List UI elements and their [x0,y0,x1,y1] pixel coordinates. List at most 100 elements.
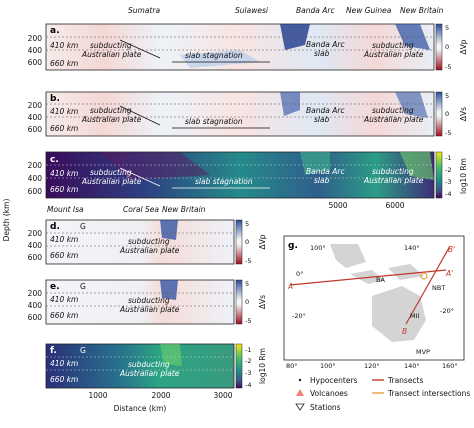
region-label-coral-sea: Coral Sea [123,205,159,214]
dist-tick-2000: 2000 [151,391,170,400]
km410-label-f: 410 km [50,359,78,368]
map-place-ba: BA [376,276,385,284]
y-axis-title: Depth (km) [2,199,11,242]
transect-label-a: A [287,282,293,291]
km410-label-d: 410 km [50,235,78,244]
cbar-tick-c-2: -2 [445,166,451,174]
subducting-label-c2: subducting [372,167,414,176]
transect-label-b: B [402,327,407,336]
panel-b: b. 410 km 660 km subducting Australian p… [28,91,468,137]
cbar-tick-d-mid: 0 [245,238,249,246]
panel-letter-e: e. [50,282,60,292]
panel-letter-d: d. [50,222,60,232]
g-label-f: G [80,346,86,355]
legend-stations: Stations [310,403,341,412]
map-lon-140: 140° [404,362,420,370]
panel-letter-b: b. [50,94,60,104]
region-label-new-britain-bottom: New Britain [162,205,206,214]
slab-label-c: slab [314,176,330,185]
cbar-tick-f-3: -3 [245,369,251,377]
map-lon-120: 120° [364,362,380,370]
cbar-label-c: log10 Rm [459,158,468,194]
depth-tick-c-600: 600 [28,187,43,196]
cbar-tick-c-4: -4 [445,190,451,198]
slab-label-b: slab [314,115,330,124]
colorbar-f [235,343,243,389]
region-label-new-guinea: New Guinea [346,6,392,15]
map-lon-top-100: 100° [310,244,326,252]
legend-transects: Transects [387,376,423,385]
map-lon-top-140: 140° [404,244,420,252]
subducting-label-d: subducting [128,237,170,246]
panel-d: d. 410 km 660 km G subducting Australian… [28,219,267,265]
hypocenter-legend-icon [298,378,302,382]
region-label-sulawesi: Sulawesi [235,6,269,15]
km410-label-a: 410 km [50,41,78,50]
cbar-tick-d-top: 5 [245,220,249,228]
depth-tick-d-600: 600 [28,253,43,262]
km410-label-c: 410 km [50,169,78,178]
cbar-tick-b-top: 5 [445,92,449,100]
km660-label-e: 660 km [50,311,78,320]
australian-plate-label-c2: Australian plate [363,176,424,185]
cbar-tick-f-2: -2 [245,357,251,365]
depth-tick-a-200: 200 [28,34,43,43]
station-legend-icon [295,403,305,411]
colorbar-a [435,23,443,71]
subducting-label-a2: subducting [372,41,414,50]
cbar-tick-c-1: -1 [445,154,451,162]
cbar-tick-f-1: -1 [245,346,251,354]
panel-letter-f: f. [50,346,57,356]
dist-tick-top-5000: 5000 [328,201,347,210]
map-place-nbt: NBT [432,284,445,292]
legend: Hypocenters Volcanoes Stations Transects… [295,376,470,412]
km660-label-d: 660 km [50,251,78,260]
region-label-new-britain: New Britain [400,6,444,15]
depth-tick-e-600: 600 [28,313,43,322]
cbar-tick-b-mid: 0 [445,110,449,118]
australian-plate-label-f: Australian plate [119,369,180,378]
slab-stagnation-label-b: slab stagnation [185,117,243,126]
region-label-banda-arc: Banda Arc [296,6,335,15]
map-place-mvp: MVP [416,348,430,356]
cbar-label-b: ΔVs [459,107,468,121]
legend-intersections: Transect intersections [387,389,470,398]
cbar-label-d: ΔVp [258,234,267,249]
volcano-legend-icon [296,389,304,396]
km410-label-b: 410 km [50,107,78,116]
subducting-label-b: subducting [90,106,132,115]
australian-plate-label-b: Australian plate [81,115,142,124]
depth-tick-d-400: 400 [28,241,43,250]
cbar-tick-e-top: 5 [245,280,249,288]
panel-e: e. 410 km 660 km G subducting Australian… [28,279,267,325]
subducting-label-c: subducting [90,168,132,177]
slab-label-a: slab [314,49,330,58]
cbar-label-a: ΔVp [459,39,468,54]
map-lat-20: -20° [292,312,306,320]
subducting-label-e: subducting [128,296,170,305]
depth-tick-c-400: 400 [28,174,43,183]
subducting-label-b2: subducting [372,106,414,115]
cbar-label-f: log10 Rm [258,348,267,384]
colorbar-d [235,219,243,265]
australia-landmass [372,286,426,342]
australian-plate-label-c: Australian plate [81,177,142,186]
australian-plate-label-b2: Australian plate [363,115,424,124]
australian-plate-label-e: Australian plate [119,305,180,314]
panel-a: a. 410 km 660 km subducting Australian p… [28,23,468,71]
legend-volcanoes: Volcanoes [310,389,348,398]
km660-label-f: 660 km [50,375,78,384]
panel-c: c. 410 km 660 km subducting Australian p… [28,151,468,210]
region-label-mount-isa: Mount Isa [47,205,84,214]
dist-tick-3000: 3000 [213,391,232,400]
depth-tick-b-400: 400 [28,113,43,122]
subducting-label-f: subducting [128,360,170,369]
km410-label-e: 410 km [50,295,78,304]
dist-tick-top-6000: 6000 [385,201,404,210]
map-lon-100: 100° [320,362,336,370]
cbar-label-e: ΔVs [258,295,267,309]
map-lat-0: 0° [296,270,303,278]
depth-tick-b-600: 600 [28,125,43,134]
map-letter-g: g. [288,241,298,251]
